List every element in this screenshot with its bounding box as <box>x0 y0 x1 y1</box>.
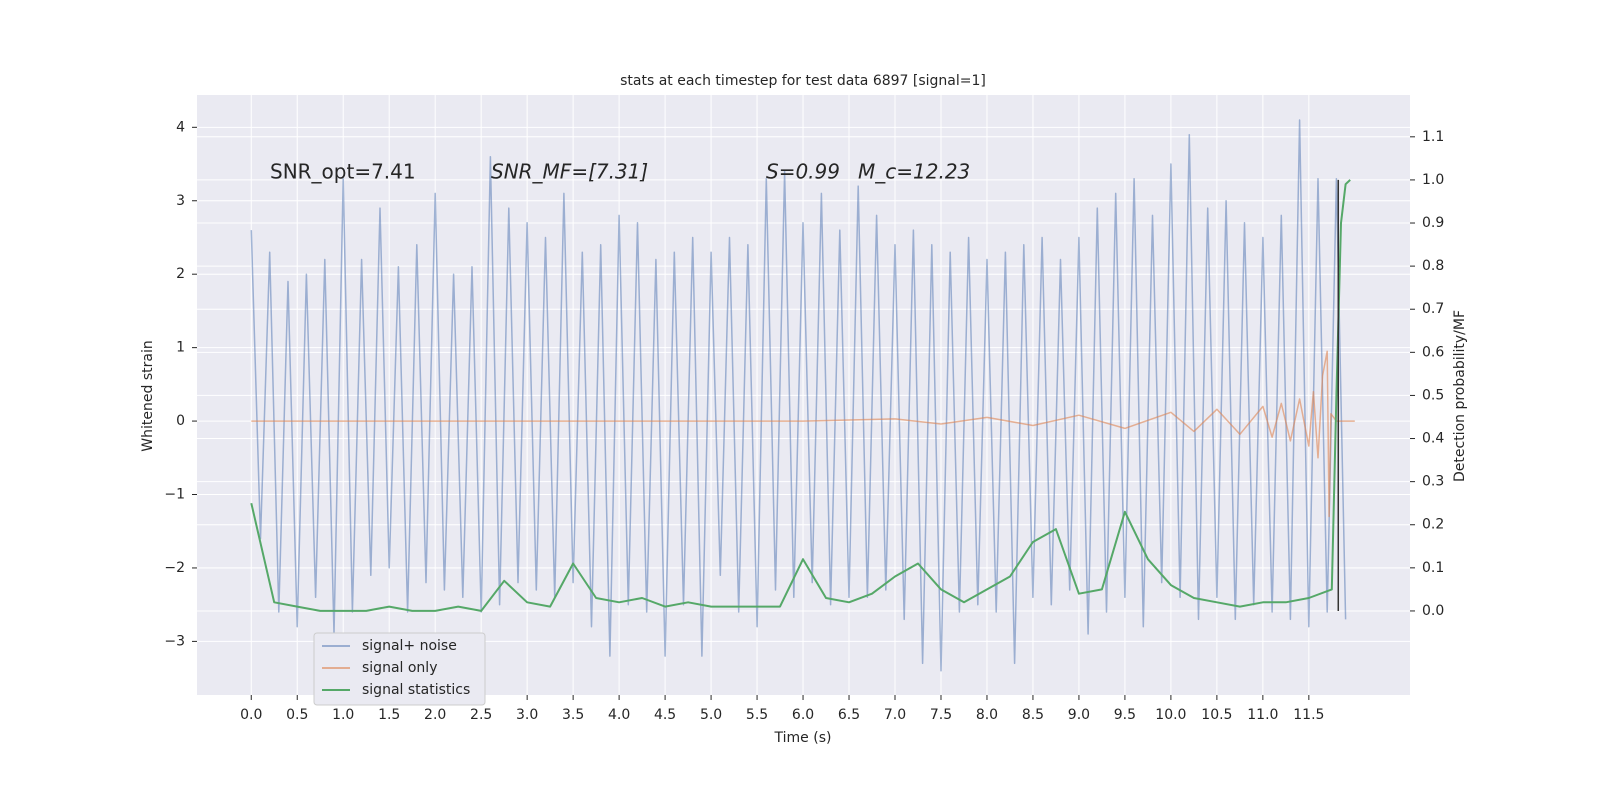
series-line <box>251 350 1355 518</box>
x-tick-label: 2.5 <box>470 707 492 723</box>
annotation: M_c=12.23 <box>858 160 970 184</box>
annotation: S=0.99 <box>766 160 840 184</box>
x-tick-label: 5.5 <box>746 707 768 723</box>
x-tick-label: 0.0 <box>240 707 262 723</box>
x-tick-label: 0.5 <box>286 707 308 723</box>
x-tick-label: 9.0 <box>1068 707 1090 723</box>
x-tick-label: 10.0 <box>1155 707 1186 723</box>
x-tick-label: 5.0 <box>700 707 722 723</box>
y2-tick-label: 0.1 <box>1422 560 1444 576</box>
x-tick-label: 1.0 <box>332 707 354 723</box>
y-tick-label: 3 <box>176 193 185 209</box>
y2-tick-label: 0.6 <box>1422 344 1444 360</box>
x-tick-label: 8.0 <box>976 707 998 723</box>
y2-tick-label: 1.1 <box>1422 129 1444 145</box>
x-tick-label: 1.5 <box>378 707 400 723</box>
y2-tick-label: 0.9 <box>1422 215 1444 231</box>
y-tick-label: −2 <box>164 560 185 576</box>
x-tick-label: 7.5 <box>930 707 952 723</box>
annotation: SNR_MF=[7.31] <box>491 160 648 184</box>
y-tick-label: 1 <box>176 340 185 356</box>
annotation: SNR_opt=7.41 <box>270 160 416 184</box>
y-tick-label: −3 <box>164 633 185 649</box>
y2-tick-label: 0.8 <box>1422 258 1444 274</box>
legend-label: signal statistics <box>362 682 470 698</box>
y2-tick-label: 0.5 <box>1422 387 1444 403</box>
y2-tick-label: 0.4 <box>1422 431 1444 447</box>
chart-title: stats at each timestep for test data 689… <box>620 73 986 89</box>
y2-tick-label: 0.7 <box>1422 301 1444 317</box>
y-axis-label: Whitened strain <box>140 340 156 451</box>
x-tick-label: 7.0 <box>884 707 906 723</box>
x-tick-label: 11.0 <box>1247 707 1278 723</box>
x-tick-label: 3.0 <box>516 707 538 723</box>
y2-tick-label: 0.0 <box>1422 603 1444 619</box>
y-tick-label: 2 <box>176 266 185 282</box>
x-tick-label: 6.0 <box>792 707 814 723</box>
legend-label: signal only <box>362 660 437 676</box>
x-axis-label: Time (s) <box>774 730 832 746</box>
y2-tick-label: 1.0 <box>1422 172 1444 188</box>
series-line <box>250 119 1347 672</box>
y-tick-label: −1 <box>164 487 185 503</box>
legend-label: signal+ noise <box>362 638 457 654</box>
x-tick-label: 3.5 <box>562 707 584 723</box>
x-tick-label: 11.5 <box>1293 707 1324 723</box>
y2-axis-label: Detection probability/MF <box>1452 310 1468 482</box>
x-tick-label: 2.0 <box>424 707 446 723</box>
legend: signal+ noise signal only signal statistic… <box>313 632 486 706</box>
y2-tick-label: 0.3 <box>1422 474 1444 490</box>
x-tick-label: 9.5 <box>1114 707 1136 723</box>
y-tick-label: 0 <box>176 413 185 429</box>
legend-box <box>313 632 486 706</box>
x-tick-label: 10.5 <box>1201 707 1232 723</box>
x-tick-label: 8.5 <box>1022 707 1044 723</box>
y2-tick-label: 0.2 <box>1422 517 1444 533</box>
x-tick-label: 4.5 <box>654 707 676 723</box>
y-tick-label: 4 <box>176 119 185 135</box>
x-tick-label: 4.0 <box>608 707 630 723</box>
series-line <box>250 179 1351 612</box>
x-tick-label: 6.5 <box>838 707 860 723</box>
